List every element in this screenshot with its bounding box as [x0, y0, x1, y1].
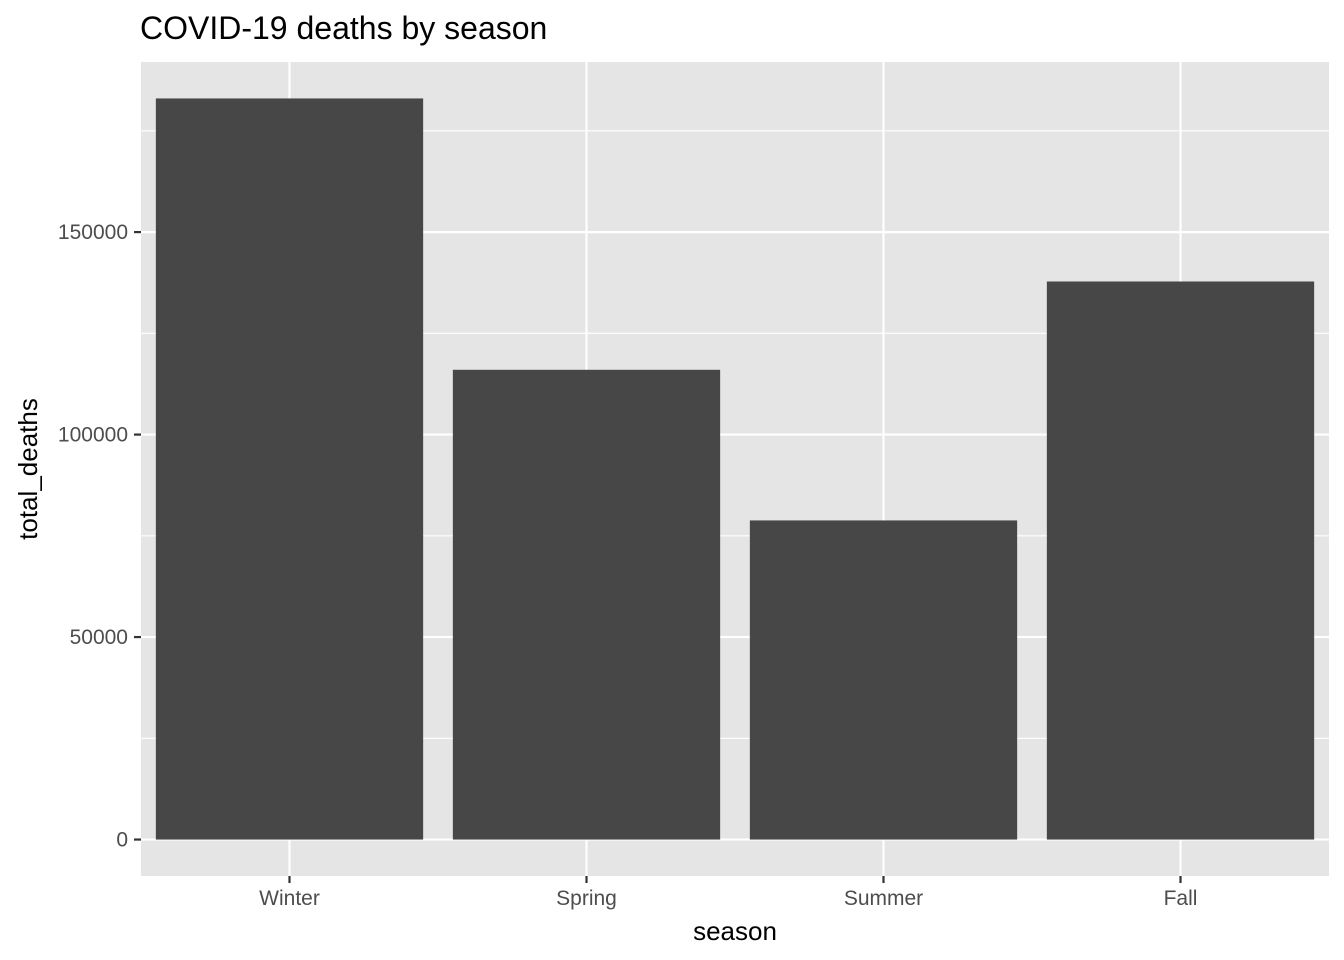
y-tick-label: 100000: [58, 424, 128, 447]
x-axis: Winter Spring Summer Fall: [259, 876, 1197, 910]
x-tick-label: Spring: [556, 887, 617, 910]
x-tick-label: Summer: [844, 887, 923, 910]
bar-spring: [452, 369, 721, 840]
x-axis-title: season: [693, 916, 777, 946]
x-tick-label: Winter: [259, 887, 320, 910]
bar-fall: [1046, 281, 1315, 840]
y-axis: 0 50000 100000 150000: [58, 221, 141, 852]
bar-winter: [155, 98, 424, 840]
chart-title: COVID-19 deaths by season: [140, 10, 547, 46]
y-axis-title: total_deaths: [13, 398, 43, 540]
y-tick-label: 150000: [58, 221, 128, 244]
bars: [155, 98, 1315, 840]
y-tick-label: 0: [116, 829, 128, 852]
bar-summer: [749, 520, 1018, 840]
x-tick-label: Fall: [1164, 887, 1198, 910]
y-tick-label: 50000: [70, 626, 128, 649]
